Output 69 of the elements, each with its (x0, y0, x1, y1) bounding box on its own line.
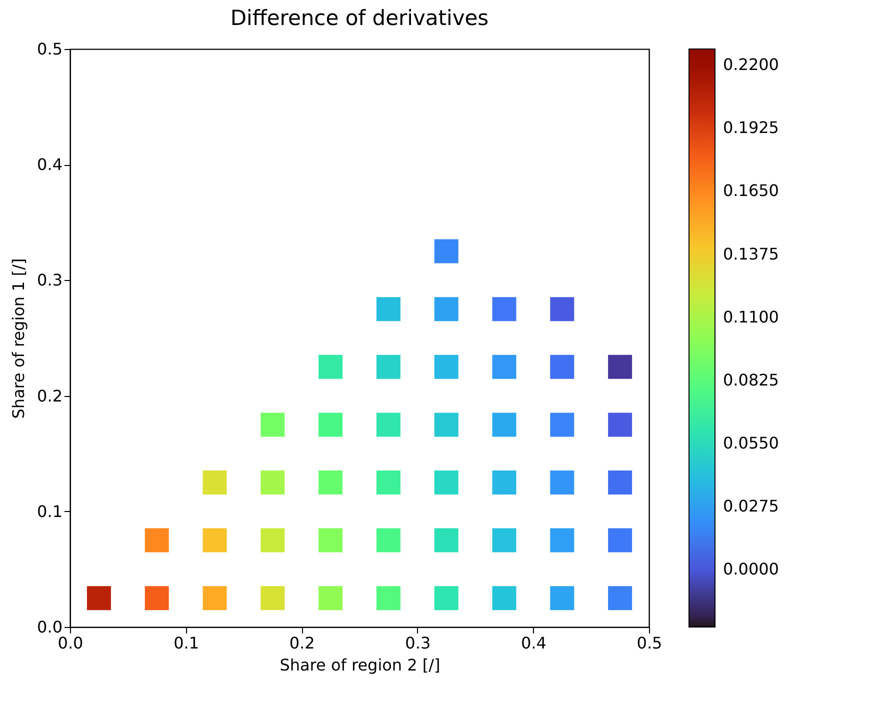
color-bar-label: 0.0550 (723, 434, 779, 453)
color-bar-label: 0.0825 (723, 370, 779, 390)
color-bar-label: 0.2200 (723, 55, 779, 74)
y-tick-label: 0.3 (37, 270, 62, 290)
point (376, 586, 400, 610)
point (318, 354, 343, 379)
x-tick-label: 0.1 (174, 634, 200, 652)
point (492, 297, 516, 322)
point (434, 297, 458, 322)
x-axis-title: Share of region 2 [/] (280, 656, 440, 674)
point (434, 586, 458, 610)
point (550, 470, 574, 494)
x-tick-label: 0.3 (405, 634, 431, 652)
point (318, 528, 343, 552)
point (376, 412, 400, 437)
point (260, 586, 285, 610)
point (608, 354, 632, 379)
x-tick-label: 0.5 (636, 634, 662, 652)
point (492, 354, 516, 379)
point (376, 528, 400, 552)
point (376, 470, 400, 494)
y-tick-label: 0.1 (37, 502, 62, 521)
y-tick-label: 0.4 (37, 155, 62, 174)
point (318, 412, 343, 437)
point (492, 586, 516, 610)
chart-title: Difference of derivatives (230, 6, 489, 30)
y-tick-label: 0.0 (37, 618, 62, 636)
y-tick-label: 0.2 (37, 386, 62, 406)
x-tick-label: 0.0 (58, 634, 84, 652)
point (376, 297, 400, 322)
point (608, 586, 632, 610)
point (608, 470, 632, 494)
point (202, 586, 227, 610)
color-bar-label: 0.1100 (723, 307, 779, 326)
point (144, 528, 169, 552)
point (434, 354, 458, 379)
point (434, 528, 458, 552)
point (376, 354, 400, 379)
point (434, 412, 458, 437)
color-bar-label: 0.0275 (723, 496, 779, 516)
point (550, 297, 574, 322)
point (144, 586, 169, 610)
y-axis-title: Share of region 1 [/] (9, 258, 28, 419)
point (260, 528, 285, 552)
x-tick-label: 0.4 (520, 634, 546, 652)
y-tick-label: 0.5 (37, 40, 62, 58)
x-tick-label: 0.2 (289, 634, 315, 652)
point (318, 470, 343, 494)
point (86, 586, 111, 610)
point (492, 470, 516, 494)
point (550, 412, 574, 437)
point (318, 586, 343, 610)
color-bar-label: 0.1650 (723, 181, 779, 200)
point (492, 412, 516, 437)
point (550, 586, 574, 610)
point (202, 528, 227, 552)
color-bar-label: 0.1925 (723, 118, 779, 138)
color-bar-label: 0.1375 (723, 244, 779, 264)
point (202, 470, 227, 494)
point (550, 528, 574, 552)
point (260, 412, 285, 437)
point (260, 470, 285, 494)
point (608, 528, 632, 552)
point (608, 412, 632, 437)
point (492, 528, 516, 552)
point (434, 470, 458, 494)
point (550, 354, 574, 379)
color-bar-label: 0.0000 (723, 560, 779, 579)
point (434, 239, 458, 264)
